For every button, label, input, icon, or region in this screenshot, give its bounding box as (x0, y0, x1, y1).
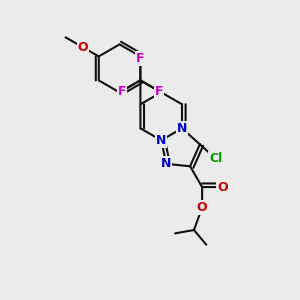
Text: Cl: Cl (209, 152, 223, 165)
Text: N: N (161, 157, 171, 170)
Text: N: N (156, 134, 166, 147)
Text: N: N (177, 122, 187, 135)
Text: F: F (117, 85, 126, 98)
Text: O: O (217, 181, 228, 194)
Text: O: O (197, 201, 208, 214)
Text: O: O (78, 41, 88, 54)
Text: F: F (155, 85, 163, 98)
Text: F: F (136, 52, 145, 65)
